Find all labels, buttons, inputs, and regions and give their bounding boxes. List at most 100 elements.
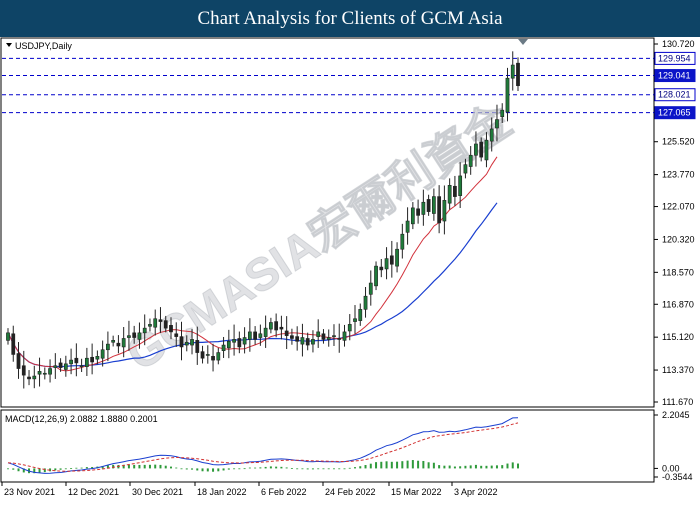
macd-histogram-bar bbox=[390, 461, 393, 469]
bullish-candle bbox=[32, 375, 37, 380]
bullish-candle bbox=[69, 359, 73, 365]
bullish-candle bbox=[300, 337, 305, 345]
bearish-candle bbox=[169, 325, 173, 333]
bullish-candle bbox=[500, 109, 505, 118]
symbol-timeframe-label: USDJPY,Daily bbox=[15, 41, 72, 51]
macd-histogram-bar bbox=[311, 468, 314, 470]
price-tick-label: 115.120 bbox=[662, 332, 694, 342]
macd-histogram-bar bbox=[364, 465, 367, 469]
macd-histogram-bar bbox=[85, 467, 88, 469]
page-title: Chart Analysis for Clients of GCM Asia bbox=[197, 7, 503, 29]
macd-histogram-bar bbox=[443, 465, 446, 469]
date-tick-label: 15 Mar 2022 bbox=[391, 487, 442, 497]
level-label-box bbox=[654, 106, 696, 120]
date-tick-label: 18 Jan 2022 bbox=[197, 487, 247, 497]
bearish-candle bbox=[453, 185, 457, 197]
bullish-candle bbox=[374, 265, 378, 287]
macd-histogram-bar bbox=[70, 468, 73, 469]
macd-histogram-bar bbox=[180, 468, 183, 470]
bullish-candle bbox=[342, 331, 347, 341]
macd-histogram-bar bbox=[191, 468, 194, 470]
macd-main-line bbox=[7, 417, 519, 474]
macd-histogram-bar bbox=[459, 466, 462, 469]
level-label-box bbox=[654, 88, 696, 102]
bullish-candle bbox=[311, 339, 315, 345]
date-tick-label: 12 Dec 2021 bbox=[68, 487, 119, 497]
bullish-candle bbox=[358, 309, 363, 321]
macd-histogram-bar bbox=[495, 465, 498, 469]
dropdown-triangle-icon[interactable] bbox=[6, 43, 12, 47]
bullish-candle bbox=[368, 282, 373, 295]
bearish-candle bbox=[179, 336, 184, 348]
bearish-candle bbox=[416, 208, 420, 216]
macd-histogram-bar bbox=[296, 468, 299, 470]
macd-axis: 2.2045 0.00-0.3544 bbox=[654, 410, 693, 482]
macd-histogram-bar bbox=[359, 466, 362, 469]
bullish-candle bbox=[205, 354, 210, 356]
bullish-candle bbox=[489, 128, 494, 142]
macd-histogram-bar bbox=[75, 467, 78, 469]
macd-histogram-bar bbox=[217, 468, 220, 472]
bullish-candle bbox=[269, 322, 273, 330]
macd-histogram-bar bbox=[175, 467, 178, 469]
macd-histogram-bar bbox=[506, 463, 509, 469]
price-tick-label: 113.370 bbox=[662, 365, 694, 375]
bullish-candle bbox=[505, 77, 510, 113]
macd-tick-label: 0.00 bbox=[662, 463, 680, 473]
bullish-candle bbox=[63, 363, 68, 370]
macd-histogram-bar bbox=[212, 468, 215, 472]
bearish-candle bbox=[195, 340, 200, 353]
macd-histogram-bar bbox=[101, 465, 104, 469]
chart-frame: GCMASIA宏爾利資金 USDJPY,Daily 130.720127.170… bbox=[0, 37, 700, 500]
price-tick-label: 116.870 bbox=[662, 299, 694, 309]
macd-histogram-bar bbox=[159, 464, 162, 469]
bullish-candle bbox=[6, 332, 10, 341]
chart-background bbox=[0, 37, 700, 500]
macd-histogram-bar bbox=[238, 468, 241, 470]
macd-label: MACD(12,26,9) 2.0882 1.8880 0.2001 bbox=[5, 414, 158, 424]
macd-histogram-bar bbox=[7, 468, 9, 470]
bullish-candle bbox=[221, 344, 226, 351]
macd-histogram-bar bbox=[485, 465, 488, 469]
bullish-candle bbox=[400, 233, 405, 250]
macd-histogram-bar bbox=[327, 468, 330, 470]
bearish-candle bbox=[337, 338, 342, 340]
bearish-candle bbox=[74, 357, 79, 364]
bullish-candle bbox=[384, 258, 389, 270]
macd-histogram-bar bbox=[233, 468, 236, 470]
macd-histogram-bar bbox=[275, 466, 278, 469]
macd-histogram-bar bbox=[154, 464, 157, 469]
macd-histogram-bar bbox=[201, 468, 204, 472]
chart-canvas[interactable]: GCMASIA宏爾利資金 USDJPY,Daily 130.720127.170… bbox=[0, 37, 700, 500]
bullish-candle bbox=[405, 220, 410, 233]
macd-histogram-bar bbox=[317, 468, 320, 470]
price-tick-label: 122.070 bbox=[662, 202, 695, 212]
bullish-candle bbox=[510, 64, 515, 79]
bullish-candle bbox=[326, 337, 331, 340]
bullish-candle bbox=[258, 333, 263, 338]
bearish-candle bbox=[479, 141, 484, 158]
bearish-candle bbox=[253, 331, 257, 340]
macd-panel[interactable]: MACD(12,26,9) 2.0882 1.8880 0.2001 2.204… bbox=[0, 409, 693, 483]
macd-histogram-bar bbox=[206, 468, 209, 472]
bullish-candle bbox=[84, 357, 89, 367]
date-tick-label: 23 Nov 2021 bbox=[4, 487, 55, 497]
macd-histogram-bar bbox=[59, 468, 62, 470]
bearish-candle bbox=[321, 333, 326, 340]
macd-tick-label: -0.3544 bbox=[662, 472, 693, 482]
macd-histogram-bar bbox=[91, 466, 94, 469]
macd-histogram-bar bbox=[438, 465, 441, 469]
macd-histogram-bar bbox=[411, 460, 414, 469]
macd-histogram-bar bbox=[264, 466, 267, 469]
macd-histogram-bar bbox=[480, 465, 483, 469]
bullish-candle bbox=[410, 207, 415, 225]
chart-shift-marker-icon[interactable] bbox=[518, 39, 528, 45]
chart-title-banner: Chart Analysis for Clients of GCM Asia bbox=[0, 0, 700, 37]
macd-histogram-bar bbox=[112, 464, 115, 469]
macd-histogram-bar bbox=[474, 464, 477, 469]
date-tick-label: 30 Dec 2021 bbox=[132, 487, 183, 497]
bearish-candle bbox=[200, 351, 205, 359]
bearish-candle bbox=[426, 199, 431, 212]
macd-histogram-bar bbox=[464, 465, 467, 469]
macd-histogram-bar bbox=[164, 465, 167, 469]
